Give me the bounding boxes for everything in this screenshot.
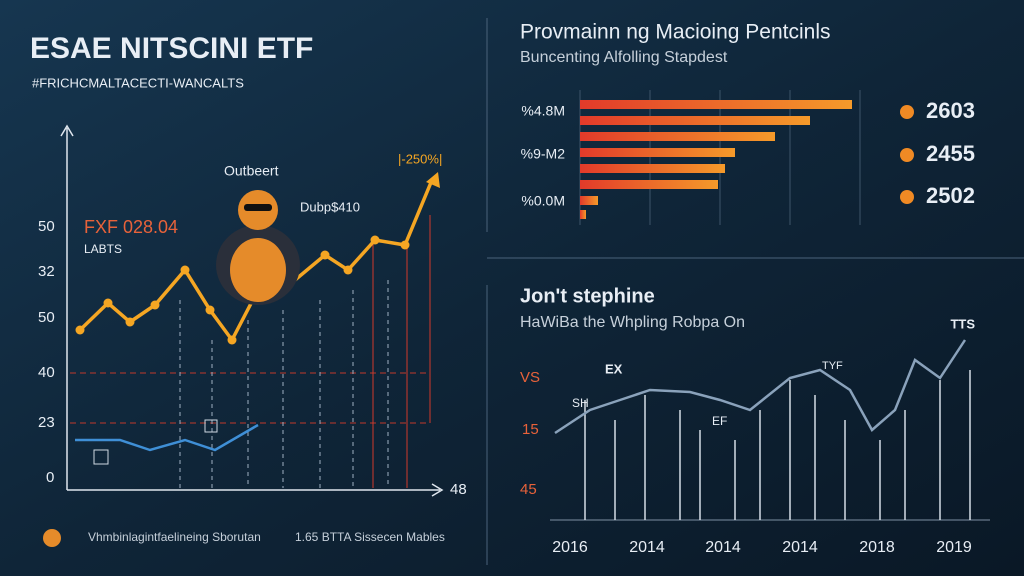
y-label: 40 [38,364,55,381]
volume-line [75,423,259,452]
stat-icon [900,105,914,119]
tag: TTS [950,316,975,331]
footer-icon [43,529,61,547]
stat-icon [900,190,914,204]
x-label: 2016 [552,539,588,556]
trend-line [554,339,967,435]
panel-title: Jon't stephine [520,285,655,307]
y-label: 32 [38,263,55,280]
bar-label: %4.8M [521,103,565,119]
axis-arrow [431,483,444,497]
panel-subtitle: HaWiBa the Whpling Robpa On [520,314,745,331]
bar-label: %0.0M [521,193,565,209]
stat: 2455 [926,141,975,166]
arrow-head [426,172,440,188]
stat: 2603 [926,98,975,123]
panel-subtitle: Buncenting Alfolling Stapdest [520,49,728,66]
y-label: 15 [522,421,539,438]
header-subtitle: #FRICHCMALTACECTI-WANCALTS [32,75,244,90]
chart-label: TYF [822,360,843,372]
annotation: Outbeert [224,163,279,179]
price-line [78,179,434,344]
vertical-lines [584,370,971,520]
stat-icon [900,148,914,162]
chart-label: EF [712,414,727,428]
left-chart: Outbeert Dubp$410 |-250%| FXF 028.04 LAB… [38,124,467,498]
axis-arrow [60,124,74,137]
y-label: 50 [38,309,55,326]
icon [204,419,218,433]
panel-title: Provmainn ng Macioing Pentcinls [520,21,831,44]
y-label: 0 [46,469,54,486]
x-label: 2014 [629,539,665,556]
y-label: 23 [38,414,55,431]
mascot [216,190,300,305]
y-label: 45 [520,481,537,498]
vertical-guides [179,280,389,488]
x-label: 2019 [936,539,972,556]
x-label: 2018 [859,539,895,556]
price-sub: LABTS [84,242,122,256]
footer-text: Vhmbinlagintfaelineing Sborutan [88,530,261,544]
price-label: FXF 028.04 [84,217,178,237]
bars [580,100,852,219]
right-bottom: Jon't stephine HaWiBa the Whpling Robpa … [520,285,990,556]
annotation: |-250%| [398,151,442,166]
logo: ESAE NITSCINI ETF [30,32,313,65]
chart-label: SH [572,396,589,410]
x-label: 2014 [705,539,741,556]
chart-label: EX [605,361,623,376]
x-label: 48 [450,481,467,498]
y-label: VS [520,369,540,386]
annotation: Dubp$410 [300,199,360,214]
footer-text: 1.65 BTTA Sissecen Mables [295,530,445,544]
bar-label: %9-M2 [521,146,566,162]
right-top: Provmainn ng Macioing Pentcinls Buncenti… [520,21,975,225]
y-label: 50 [38,218,55,235]
icon [93,449,109,465]
x-label: 2014 [782,539,818,556]
stat: 2502 [926,183,975,208]
